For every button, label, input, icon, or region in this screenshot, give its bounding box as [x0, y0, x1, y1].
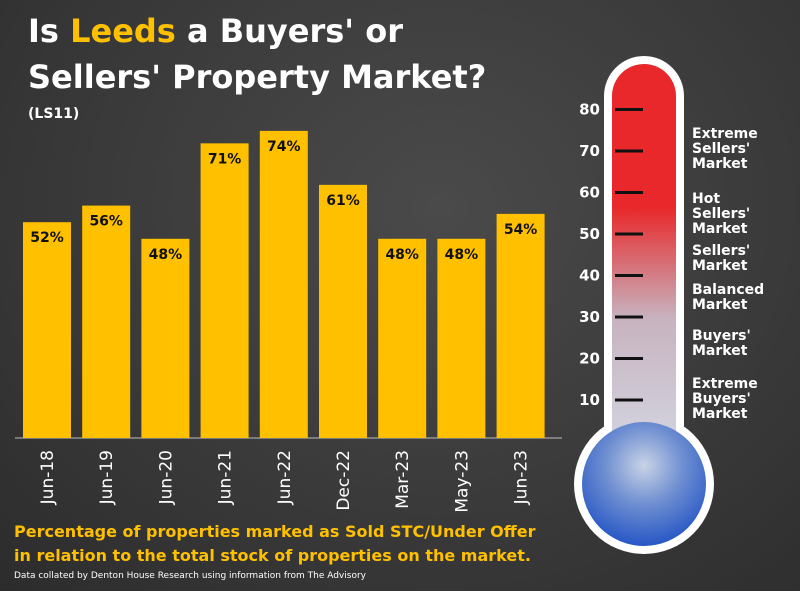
thermometer-scale-label: 50	[579, 225, 600, 243]
title-rest: a Buyers' or	[175, 12, 403, 50]
bar-Jun-18	[23, 222, 71, 438]
bar-Jun-22	[259, 130, 308, 438]
x-tick-label: Jun-20	[156, 450, 176, 505]
bar-value-label: 48%	[445, 247, 479, 263]
bar-Dec-22	[319, 184, 367, 438]
thermometer-scale-label: 10	[579, 391, 600, 409]
x-tick-label: Jun-22	[275, 450, 295, 505]
x-tick-label: Jun-19	[97, 450, 117, 505]
chart-caption-line-2: in relation to the total stock of proper…	[14, 546, 531, 565]
zone-label-sellers: Sellers' Market	[692, 243, 751, 274]
bar-Mar-23	[378, 238, 427, 438]
bar-value-label: 48%	[149, 247, 183, 263]
zone-label-hot-sellers: Hot Sellers' Market	[692, 191, 751, 237]
zone-label-balanced: Balanced Market	[692, 282, 765, 313]
x-tick-label: May-23	[452, 450, 472, 513]
bar-Jun-19	[82, 205, 131, 438]
x-tick-label: Mar-23	[393, 450, 413, 509]
thermometer-bulb	[582, 422, 706, 546]
x-tick-label: Jun-23	[512, 450, 532, 505]
thermometer-tube	[612, 64, 676, 474]
bar-value-label: 74%	[267, 139, 301, 155]
zone-label-buyers: Buyers' Market	[692, 328, 751, 359]
page-title: Is Leeds a Buyers' or	[28, 12, 403, 50]
source-note: Data collated by Denton House Research u…	[14, 571, 366, 581]
thermometer-scale-label: 60	[579, 184, 600, 202]
thermometer-scale-label: 80	[579, 101, 600, 119]
bar-value-label: 56%	[89, 214, 123, 230]
bar-Jun-20	[141, 238, 190, 438]
x-tick-label: Jun-21	[216, 450, 236, 505]
x-tick-label: Jun-18	[38, 450, 58, 505]
bar-value-label: 48%	[385, 247, 419, 263]
zone-label-extreme-sellers: Extreme Sellers' Market	[692, 126, 758, 172]
bar-value-label: 54%	[504, 222, 538, 238]
x-tick-label: Dec-22	[334, 450, 354, 511]
thermometer-scale-label: 40	[579, 267, 600, 285]
bar-value-label: 61%	[326, 193, 360, 209]
thermometer-scale-label: 20	[579, 350, 600, 368]
thermometer-scale-label: 70	[579, 142, 600, 160]
area-code: (LS11)	[28, 106, 80, 122]
bar-May-23	[437, 238, 486, 438]
zone-label-extreme-buyers: Extreme Buyers' Market	[692, 376, 758, 422]
bar-Jun-21	[200, 143, 249, 438]
bar-Jun-23	[496, 213, 545, 438]
bar-value-label: 71%	[208, 151, 242, 167]
bar-value-label: 52%	[30, 230, 64, 246]
title-prefix: Is	[28, 12, 71, 50]
thermometer-scale-label: 30	[579, 308, 600, 326]
chart-caption-line-1: Percentage of properties marked as Sold …	[14, 522, 536, 541]
title-highlight: Leeds	[70, 12, 176, 50]
page-title-line-2: Sellers' Property Market?	[28, 58, 487, 96]
